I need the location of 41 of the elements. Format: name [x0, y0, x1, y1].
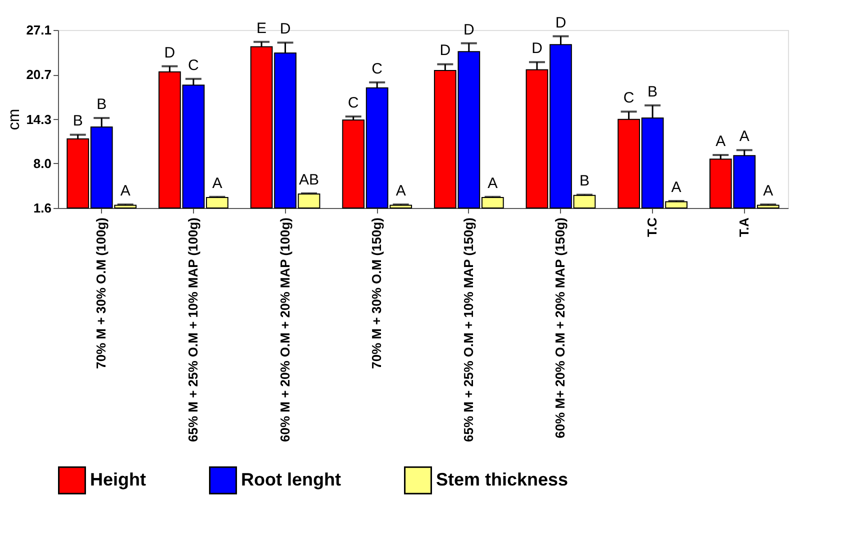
x-tick-label: 70% M + 30% O.M (100g)	[94, 218, 109, 369]
data-label: A	[716, 132, 726, 150]
data-label: AB	[299, 171, 320, 188]
x-tick-label: 65% M + 25% O.M + 10% MAP (100g)	[185, 218, 200, 442]
y-tick-label: 14.3	[26, 112, 52, 127]
data-label: A	[763, 182, 774, 200]
x-tick-label: 60% M + 20% O.M + 20% MAP (100g)	[277, 218, 292, 442]
x-tick-label: T.A	[736, 216, 752, 237]
data-label: C	[372, 60, 383, 78]
data-label: B	[648, 83, 658, 100]
data-label: D	[440, 42, 451, 60]
data-label: C	[188, 56, 200, 74]
data-label: B	[96, 96, 107, 113]
x-tick-label: T.C	[644, 216, 660, 237]
y-axis-title: cm	[6, 108, 24, 130]
y-tick-label: 8.0	[33, 156, 52, 171]
data-label: D	[555, 14, 566, 32]
data-label: B	[72, 112, 83, 130]
data-label: A	[488, 174, 498, 192]
data-label: D	[280, 20, 291, 38]
y-tick-label: 1.6	[33, 200, 52, 216]
data-label: D	[463, 21, 474, 38]
x-tick-label: 65% M + 25% O.M + 10% MAP (150g)	[460, 218, 476, 442]
data-label: D	[164, 44, 176, 62]
legend-label: Root lenght	[241, 469, 341, 490]
legend-label: Height	[90, 469, 146, 490]
x-tick-label: 60% M+ 20% O.M + 20% MAP (150g)	[552, 218, 568, 438]
data-label: A	[739, 128, 750, 146]
data-label: C	[348, 94, 359, 112]
data-label: E	[256, 20, 267, 37]
y-tick-label: 27.1	[26, 22, 52, 38]
data-label: A	[671, 179, 682, 196]
data-label: A	[212, 174, 222, 192]
data-label: B	[579, 172, 590, 190]
y-tick-label: 20.7	[26, 67, 52, 82]
data-label: A	[120, 182, 130, 200]
legend-label: Stem thickness	[436, 469, 568, 490]
data-label: D	[532, 40, 543, 58]
x-tick-label: 70% M + 30% O.M (150g)	[369, 218, 384, 369]
data-label: A	[396, 182, 406, 200]
data-label: C	[623, 90, 634, 107]
